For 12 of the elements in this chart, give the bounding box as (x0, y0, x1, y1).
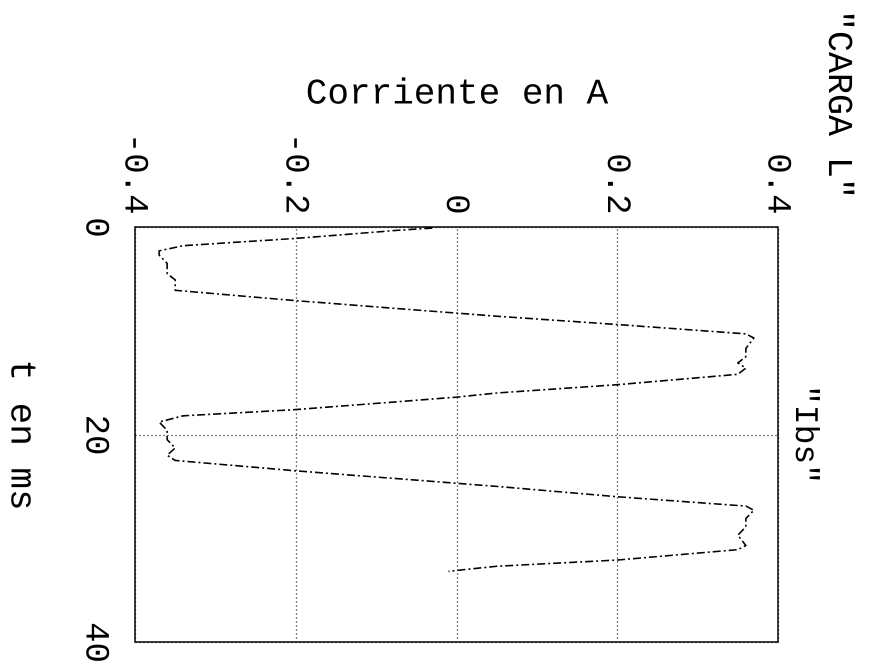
x-tick-label: -0.2 (275, 132, 314, 214)
y-tick-label: 40 (76, 622, 114, 663)
chart-title: "CARGA L" (818, 10, 858, 200)
y-tick-label: 20 (76, 414, 114, 456)
x-tick-label: 0.2 (596, 153, 635, 214)
x-tick-label: 0.4 (758, 153, 796, 214)
y-axis-title: t en ms (0, 359, 42, 511)
text: "Ibs" (786, 384, 823, 484)
x-tick-label: 0 (436, 194, 474, 214)
y-tick-label: 0 (76, 217, 114, 238)
x-tick-label: -0.4 (114, 132, 152, 214)
x-axis-title: Corriente en A (306, 74, 609, 114)
